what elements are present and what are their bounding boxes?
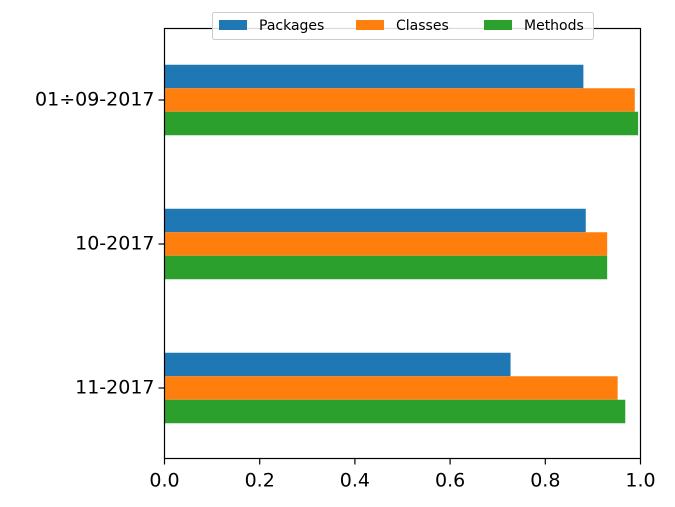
bar-packages-2: [164, 208, 586, 233]
x-tick-label: 0.2: [245, 470, 275, 492]
legend-swatch-methods: [484, 20, 512, 30]
y-tick-label: 10-2017: [75, 233, 154, 255]
x-tick-label: 1.0: [625, 470, 655, 492]
x-tick-label: 0.8: [530, 470, 560, 492]
legend: Packages Classes Methods: [212, 12, 594, 40]
y-tick-label: 11-2017: [75, 377, 154, 399]
bar-methods-2: [164, 255, 608, 280]
y-tick-label: 01÷09-2017: [35, 89, 154, 111]
bars-group: [164, 64, 639, 424]
y-axis: 01÷09-2017 10-2017 11-2017: [35, 89, 165, 399]
legend-swatch-classes: [356, 20, 384, 30]
x-tick-label: 0.6: [435, 470, 465, 492]
legend-box: [212, 12, 594, 40]
legend-label-classes: Classes: [396, 18, 449, 34]
bar-packages-3: [164, 352, 511, 377]
x-tick-label: 0.0: [149, 470, 179, 492]
bar-classes-3: [164, 376, 618, 400]
bar-methods-3: [164, 399, 626, 424]
legend-label-packages: Packages: [259, 18, 324, 34]
bar-classes-2: [164, 232, 608, 256]
legend-swatch-packages: [219, 20, 247, 30]
bar-methods-1: [164, 111, 639, 136]
x-axis: 0.0 0.2 0.4 0.6 0.8 1.0: [149, 458, 656, 492]
legend-label-methods: Methods: [524, 18, 584, 34]
bar-packages-1: [164, 64, 584, 89]
bar-classes-1: [164, 88, 635, 112]
x-tick-label: 0.4: [340, 470, 370, 492]
